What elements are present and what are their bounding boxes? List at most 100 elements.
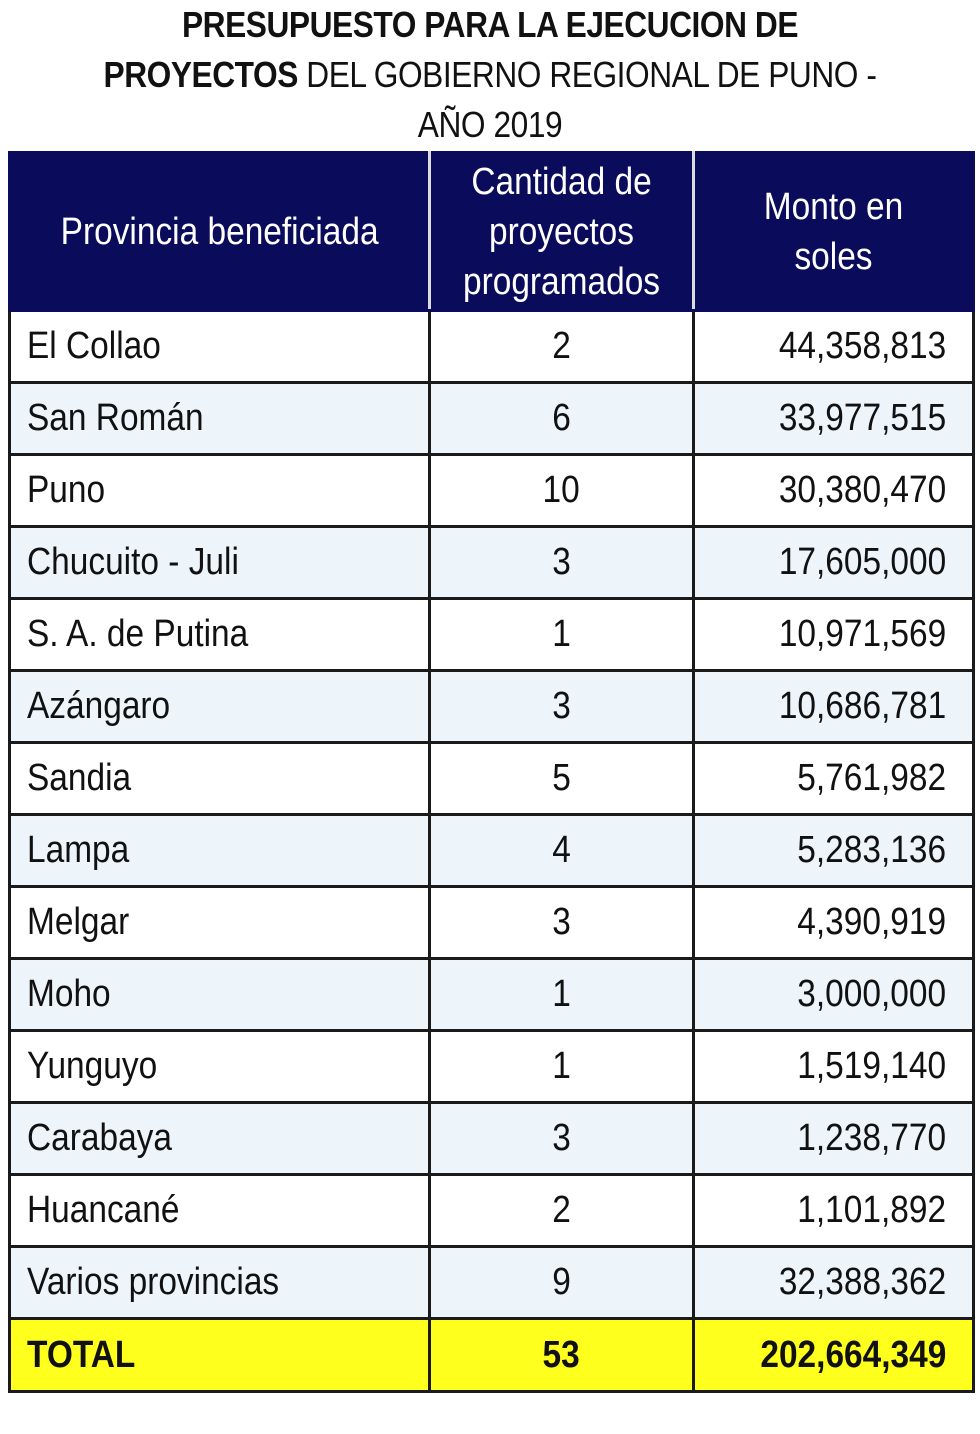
provincia-cell-text: El Collao <box>27 325 161 367</box>
header-monto-label: Monto en soles <box>763 185 904 278</box>
provincia-cell: Carabaya <box>8 1101 431 1176</box>
monto-cell: 5,283,136 <box>692 813 975 888</box>
monto-cell: 1,238,770 <box>692 1101 975 1176</box>
monto-cell-text: 4,390,919 <box>797 901 946 943</box>
provincia-cell: Melgar <box>8 885 431 960</box>
header-row: Provincia beneficiada Cantidad de proyec… <box>8 151 975 312</box>
table-row: Huancané 2 1,101,892 <box>8 1173 975 1248</box>
provincia-cell-text: Moho <box>27 973 111 1015</box>
cantidad-cell-text: 3 <box>552 685 571 727</box>
title-line-2-bold: PROYECTOS <box>103 54 299 95</box>
monto-cell: 4,390,919 <box>692 885 975 960</box>
cantidad-cell-text: 1 <box>552 973 571 1015</box>
total-label-text: TOTAL <box>27 1333 136 1376</box>
cantidad-cell-text: 4 <box>552 829 571 871</box>
table-row: Puno 10 30,380,470 <box>8 453 975 528</box>
monto-cell-text: 17,605,000 <box>778 541 946 583</box>
cantidad-cell: 4 <box>428 813 695 888</box>
monto-cell-text: 5,283,136 <box>797 829 946 871</box>
table-row: Lampa 4 5,283,136 <box>8 813 975 888</box>
cantidad-cell: 1 <box>428 597 695 672</box>
provincia-cell: Chucuito - Juli <box>8 525 431 600</box>
table-row: Moho 1 3,000,000 <box>8 957 975 1032</box>
total-cantidad: 53 <box>428 1317 695 1393</box>
provincia-cell-text: Puno <box>27 469 106 511</box>
provincia-cell: El Collao <box>8 309 431 384</box>
provincia-cell-text: Sandia <box>27 757 132 799</box>
monto-cell: 17,605,000 <box>692 525 975 600</box>
monto-cell: 1,101,892 <box>692 1173 975 1248</box>
provincia-cell: Yunguyo <box>8 1029 431 1104</box>
cantidad-cell: 10 <box>428 453 695 528</box>
provincia-cell-text: Varios provincias <box>27 1261 280 1303</box>
document-title: PRESUPUESTO PARA LA EJECUCION DE PROYECT… <box>59 0 921 150</box>
provincia-cell: Huancané <box>8 1173 431 1248</box>
header-cantidad-label: Cantidad de proyectos programados <box>462 160 661 303</box>
monto-cell: 33,977,515 <box>692 381 975 456</box>
provincia-cell-text: Yunguyo <box>27 1045 158 1087</box>
cantidad-cell-text: 2 <box>552 325 571 367</box>
monto-cell-text: 44,358,813 <box>778 325 946 367</box>
monto-cell-text: 30,380,470 <box>778 469 946 511</box>
title-line-2: PROYECTOS DEL GOBIERNO REGIONAL DE PUNO … <box>6 50 974 100</box>
total-row: TOTAL 53 202,664,349 <box>8 1317 975 1393</box>
table-row: San Román 6 33,977,515 <box>8 381 975 456</box>
monto-cell-text: 3,000,000 <box>797 973 946 1015</box>
cantidad-cell: 3 <box>428 525 695 600</box>
monto-cell: 10,971,569 <box>692 597 975 672</box>
header-provincia-label: Provincia beneficiada <box>60 210 379 253</box>
cantidad-cell-text: 1 <box>552 1045 571 1087</box>
monto-cell-text: 33,977,515 <box>778 397 946 439</box>
cantidad-cell: 6 <box>428 381 695 456</box>
monto-cell: 5,761,982 <box>692 741 975 816</box>
table-row: El Collao 2 44,358,813 <box>8 309 975 384</box>
monto-cell: 1,519,140 <box>692 1029 975 1104</box>
table-row: Varios provincias 9 32,388,362 <box>8 1245 975 1320</box>
provincia-cell: Moho <box>8 957 431 1032</box>
monto-cell: 32,388,362 <box>692 1245 975 1320</box>
cantidad-cell: 5 <box>428 741 695 816</box>
provincia-cell-text: Carabaya <box>27 1117 172 1159</box>
header-cantidad: Cantidad de proyectos programados <box>428 151 695 312</box>
monto-cell-text: 10,971,569 <box>778 613 946 655</box>
cantidad-cell-text: 1 <box>552 613 571 655</box>
monto-cell: 44,358,813 <box>692 309 975 384</box>
table-row: S. A. de Putina 1 10,971,569 <box>8 597 975 672</box>
provincia-cell: Lampa <box>8 813 431 888</box>
total-label: TOTAL <box>8 1317 431 1393</box>
provincia-cell-text: San Román <box>27 397 204 439</box>
title-line-2-rest: DEL GOBIERNO REGIONAL DE PUNO - <box>297 54 877 95</box>
cantidad-cell-text: 3 <box>552 1117 571 1159</box>
cantidad-cell-text: 10 <box>542 469 581 511</box>
table-row: Carabaya 3 1,238,770 <box>8 1101 975 1176</box>
provincia-cell: Sandia <box>8 741 431 816</box>
provincia-cell-text: Melgar <box>27 901 130 943</box>
cantidad-cell-text: 6 <box>552 397 571 439</box>
budget-table: Provincia beneficiada Cantidad de proyec… <box>8 151 975 1393</box>
header-monto: Monto en soles <box>692 151 975 312</box>
provincia-cell: San Román <box>8 381 431 456</box>
provincia-cell-text: Lampa <box>27 829 130 871</box>
monto-cell-text: 1,101,892 <box>797 1189 946 1231</box>
table-row: Azángaro 3 10,686,781 <box>8 669 975 744</box>
monto-cell: 10,686,781 <box>692 669 975 744</box>
cantidad-cell: 3 <box>428 669 695 744</box>
provincia-cell: Varios provincias <box>8 1245 431 1320</box>
cantidad-cell: 2 <box>428 1173 695 1248</box>
provincia-cell-text: S. A. de Putina <box>27 613 249 655</box>
cantidad-cell-text: 5 <box>552 757 571 799</box>
monto-cell-text: 5,761,982 <box>797 757 946 799</box>
cantidad-cell: 1 <box>428 957 695 1032</box>
provincia-cell: S. A. de Putina <box>8 597 431 672</box>
total-monto: 202,664,349 <box>692 1317 975 1393</box>
monto-cell: 3,000,000 <box>692 957 975 1032</box>
cantidad-cell-text: 9 <box>552 1261 571 1303</box>
provincia-cell-text: Chucuito - Juli <box>27 541 239 583</box>
table-row: Sandia 5 5,761,982 <box>8 741 975 816</box>
provincia-cell: Puno <box>8 453 431 528</box>
cantidad-cell-text: 3 <box>552 541 571 583</box>
table-row: Chucuito - Juli 3 17,605,000 <box>8 525 975 600</box>
provincia-cell-text: Azángaro <box>27 685 171 727</box>
cantidad-cell: 3 <box>428 885 695 960</box>
monto-cell-text: 1,519,140 <box>797 1045 946 1087</box>
